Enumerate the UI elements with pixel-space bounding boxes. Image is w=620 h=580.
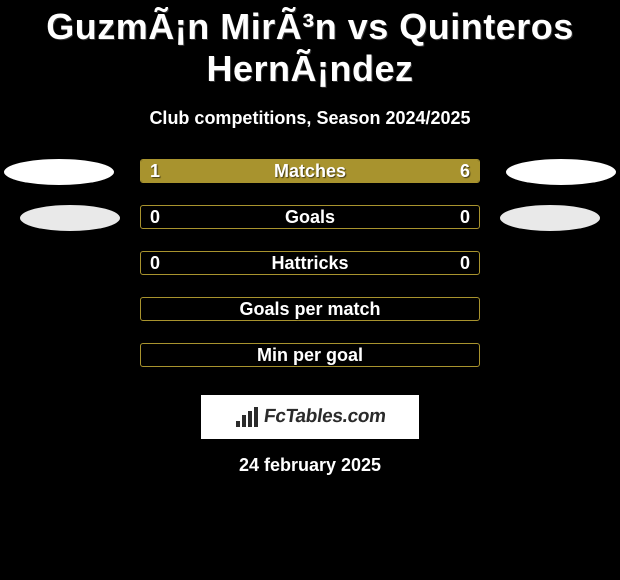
- chart-bars-icon: [234, 405, 262, 429]
- stat-row: Min per goal: [0, 343, 620, 389]
- value-right: 0: [460, 205, 470, 229]
- value-right: 6: [460, 159, 470, 183]
- player-marker-right: [506, 159, 616, 185]
- stat-row: 1 Matches 6: [0, 159, 620, 205]
- date-label: 24 february 2025: [0, 455, 620, 476]
- value-right: 0: [460, 251, 470, 275]
- player-marker-right: [500, 205, 600, 231]
- stat-row: 0 Goals 0: [0, 205, 620, 251]
- page-title: GuzmÃ¡n MirÃ³n vs Quinteros HernÃ¡ndez: [0, 0, 620, 90]
- stat-label: Goals per match: [0, 297, 620, 321]
- stat-row: 0 Hattricks 0: [0, 251, 620, 297]
- comparison-chart: 1 Matches 6 0 Goals 0 0 Hattricks 0 Goal…: [0, 159, 620, 389]
- stat-label: Min per goal: [0, 343, 620, 367]
- stat-row: Goals per match: [0, 297, 620, 343]
- stat-label: Hattricks: [0, 251, 620, 275]
- logo-box: FcTables.com: [201, 395, 419, 439]
- logo-text: FcTables.com: [263, 406, 388, 428]
- subtitle: Club competitions, Season 2024/2025: [0, 108, 620, 129]
